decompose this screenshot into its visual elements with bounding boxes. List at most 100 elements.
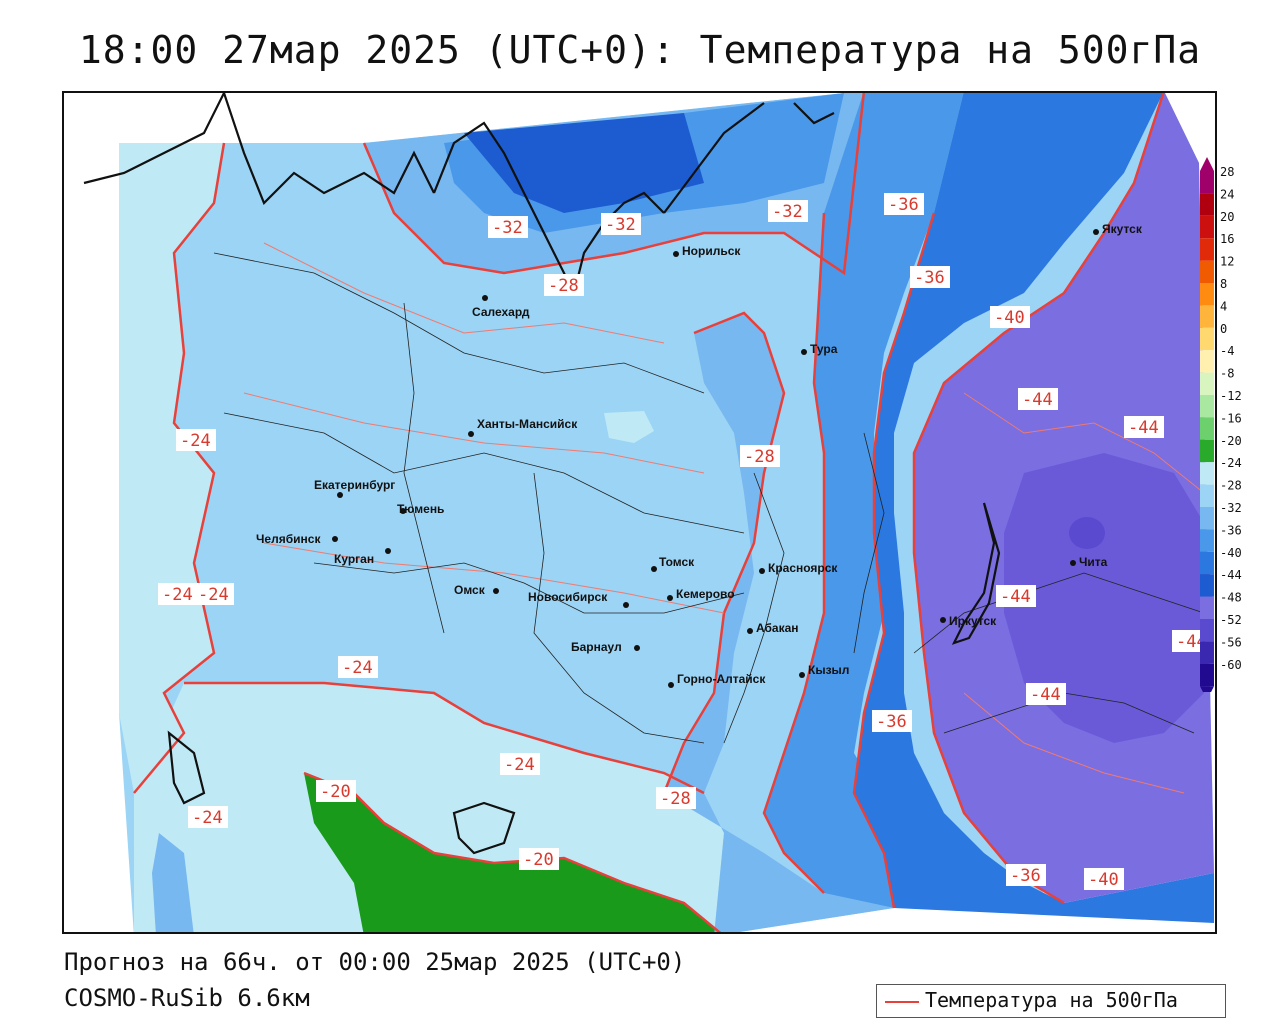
colorbar-tick-label: -56 [1220, 635, 1242, 649]
city-label: Кызыл [808, 663, 849, 677]
colorbar-tick-label: -16 [1220, 411, 1242, 425]
svg-text:-28: -28 [660, 789, 691, 809]
city-yakutsk: Якутск [1093, 222, 1143, 236]
colorbar-swatch [1200, 462, 1214, 485]
isolabel: -20 [316, 780, 356, 802]
city-label: Екатеринбург [314, 478, 395, 492]
colorbar-swatch [1200, 260, 1214, 283]
colorbar-tick-label: -28 [1220, 479, 1242, 493]
city-norilsk: Норильск [673, 244, 741, 258]
isolabel: -24 [500, 753, 540, 775]
city-khanty-mansiysk: Ханты-Мансийск [468, 417, 578, 437]
svg-text:-44: -44 [1176, 632, 1207, 652]
zone-chita-cold [1069, 517, 1105, 549]
city-label: Абакан [756, 621, 799, 635]
city-label: Курган [334, 552, 374, 566]
city-label: Тюмень [397, 502, 444, 516]
zone-east-48 [1004, 453, 1214, 743]
zone-green-south [304, 773, 720, 932]
legend: Температура на 500гПа [876, 984, 1226, 1018]
colorbar-tick-label: -32 [1220, 501, 1242, 515]
svg-text:-24: -24 [504, 755, 535, 775]
zone-khmao-patch [604, 411, 654, 443]
city-label: Норильск [682, 244, 741, 258]
colorbar-swatch [1200, 507, 1214, 530]
colorbar-top-arrow [1200, 157, 1214, 171]
city-kemerovo: Кемерово [667, 587, 735, 601]
colorbar-tick-label: 0 [1220, 322, 1227, 336]
zone-sw-blob [152, 833, 194, 932]
colorbar-swatch [1200, 417, 1214, 440]
colorbar-swatch [1200, 663, 1214, 687]
isolabel: -44 [1018, 388, 1058, 410]
colorbar-tick-label: -48 [1220, 591, 1242, 605]
colorbar-swatch [1200, 193, 1214, 216]
city-chita: Чита [1070, 555, 1108, 569]
svg-text:-32: -32 [772, 202, 803, 222]
colorbar-swatch [1200, 596, 1214, 619]
svg-text:-36: -36 [888, 195, 919, 215]
isoline-labels: -32 -32 -28 -32 -36 -36 -40 -44 -44 -24 … [158, 193, 1212, 890]
isolabel: -24 [188, 806, 228, 828]
svg-text:-24: -24 [198, 585, 229, 605]
isolabel: -36 [884, 193, 924, 215]
svg-text:-24: -24 [162, 585, 193, 605]
svg-text:-36: -36 [876, 712, 907, 732]
isolabel: -44 [1026, 683, 1066, 705]
colorbar-swatch [1200, 283, 1214, 306]
colorbar-swatch [1200, 327, 1214, 351]
coastlines [83, 93, 1001, 855]
isolabel: -40 [990, 306, 1030, 328]
colorbar-tick-label: 28 [1220, 165, 1234, 179]
svg-text:-40: -40 [994, 308, 1025, 328]
city-label: Салехард [472, 305, 530, 319]
svg-text:-44: -44 [1000, 587, 1031, 607]
colorbar-swatch [1200, 619, 1214, 642]
isolabel: -24 [338, 656, 378, 678]
colorbar-tick-label: 8 [1220, 277, 1227, 291]
temperature-map: Норильск Якутск Салехард Тура Ханты-Манс… [64, 93, 1215, 932]
admin-borders [213, 252, 1205, 744]
isolabel: -32 [768, 200, 808, 222]
isolabel: -24 [158, 583, 198, 605]
svg-text:-28: -28 [548, 276, 579, 296]
city-label: Ханты-Мансийск [477, 417, 578, 431]
city-tyumen: Тюмень [397, 502, 444, 516]
isolabel: -44 [1124, 416, 1164, 438]
colorbar-tick-label: -4 [1220, 344, 1234, 358]
colorbar-swatch [1200, 551, 1214, 575]
city-tomsk: Томск [651, 555, 695, 572]
city-salekhard: Салехард [472, 295, 530, 319]
city-label: Омск [454, 583, 486, 597]
colorbar-tick-label: -52 [1220, 613, 1242, 627]
svg-text:-24: -24 [192, 808, 223, 828]
isolabel: -40 [1084, 868, 1124, 890]
city-yekaterinburg: Екатеринбург [314, 478, 395, 498]
colorbar-tick-label: -40 [1220, 546, 1242, 560]
colorbar-swatches: 28 24 20 16 12 8 4 0 -4 -8 -12 -16 -20 -24 -28 -32 -36 -4… [1200, 157, 1242, 701]
city-label: Горно-Алтайск [677, 672, 766, 686]
svg-text:-44: -44 [1022, 390, 1053, 410]
zone-light-west [119, 143, 224, 793]
isolabel: -36 [1006, 864, 1046, 886]
svg-text:-24: -24 [342, 658, 373, 678]
colorbar-swatch [1200, 171, 1214, 194]
city-krasnoyarsk: Красноярск [759, 561, 838, 575]
colorbar-tick-label: 24 [1220, 187, 1234, 201]
legend-line-swatch [885, 1001, 919, 1003]
city-label: Якутск [1102, 222, 1143, 236]
colorbar-tick-label: 20 [1220, 210, 1234, 224]
map-title: 18:00 27мар 2025 (UTC+0): Температура на… [78, 28, 1202, 72]
city-label: Новосибирск [528, 590, 608, 604]
colorbar-tick-label: -36 [1220, 523, 1242, 537]
colorbar-swatch [1200, 529, 1214, 552]
isolabel: -20 [519, 848, 559, 870]
isolabel: -24 [194, 583, 234, 605]
colorbar-swatch [1200, 238, 1214, 261]
model-name: COSMO-RuSib 6.6км [64, 984, 310, 1012]
colorbar-tick-label: -24 [1220, 456, 1242, 470]
city-barnaul: Барнаул [571, 640, 640, 654]
city-layer: Норильск Якутск Салехард Тура Ханты-Манс… [256, 222, 1143, 688]
zone-east-40 [854, 93, 1214, 923]
isolabel: -44 [996, 585, 1036, 607]
